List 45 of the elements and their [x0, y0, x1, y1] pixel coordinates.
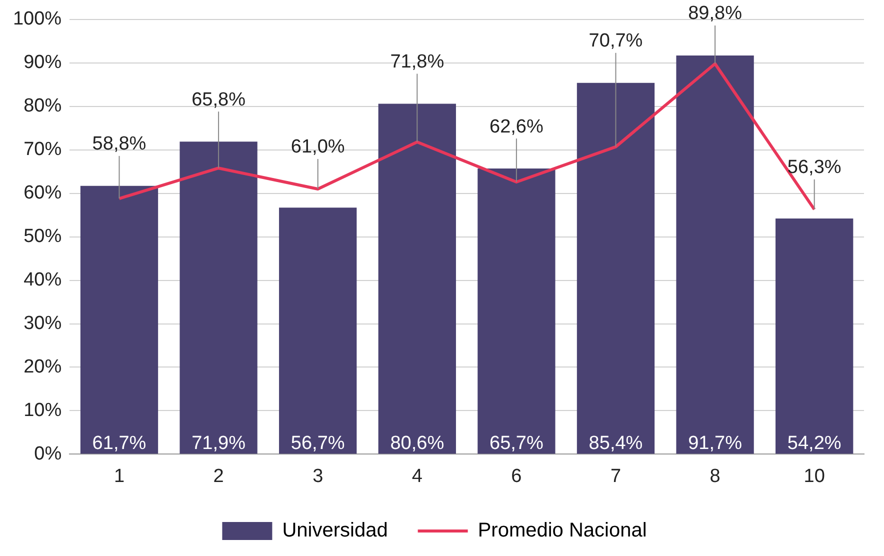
bar [180, 142, 258, 454]
x-tick-label: 7 [610, 466, 622, 487]
data-label: 56,3% [787, 157, 842, 178]
x-tick-label: 10 [804, 466, 825, 487]
bar [279, 208, 357, 454]
x-tick-label: 4 [412, 466, 423, 487]
bar [776, 218, 854, 454]
y-tick-label: 90% [24, 52, 62, 74]
x-tick-label: 3 [312, 466, 324, 487]
y-tick-label: 0% [34, 443, 62, 464]
data-label: 61,7% [92, 432, 146, 454]
data-label: 70,7% [588, 30, 643, 52]
y-tick-label: 50% [24, 226, 62, 248]
y-tick-label: 10% [24, 400, 62, 421]
legend-label: Universidad [282, 520, 388, 542]
data-label: 71,8% [390, 51, 444, 72]
data-label: 61,0% [290, 136, 345, 158]
bar [80, 186, 158, 454]
x-tick-label: 6 [511, 466, 522, 487]
y-tick-label: 80% [24, 96, 62, 117]
data-label: 71,9% [192, 432, 246, 454]
x-tick-label: 2 [213, 466, 224, 487]
y-tick-label: 70% [24, 139, 62, 160]
data-label: 56,7% [290, 432, 345, 454]
x-tick-label: 8 [710, 466, 720, 487]
y-tick-label: 30% [24, 312, 62, 334]
y-tick-label: 20% [24, 356, 62, 378]
y-tick-label: 60% [24, 182, 62, 204]
legend-label: Promedio Nacional [478, 520, 647, 542]
bar [676, 55, 754, 454]
bar [378, 104, 456, 454]
data-label: 89,8% [688, 3, 742, 24]
data-label: 85,4% [588, 432, 643, 454]
bar [576, 82, 655, 454]
x-tick-label: 1 [114, 466, 125, 487]
y-tick-label: 100% [12, 8, 62, 30]
data-label: 54,2% [787, 432, 842, 454]
data-label: 91,7% [688, 432, 742, 454]
data-label: 65,7% [490, 432, 544, 454]
y-tick-label: 40% [24, 270, 62, 291]
data-label: 58,8% [92, 134, 146, 155]
data-label: 65,8% [192, 89, 246, 110]
data-label: 62,6% [490, 116, 544, 138]
data-label: 80,6% [390, 432, 444, 454]
bar [478, 168, 556, 454]
